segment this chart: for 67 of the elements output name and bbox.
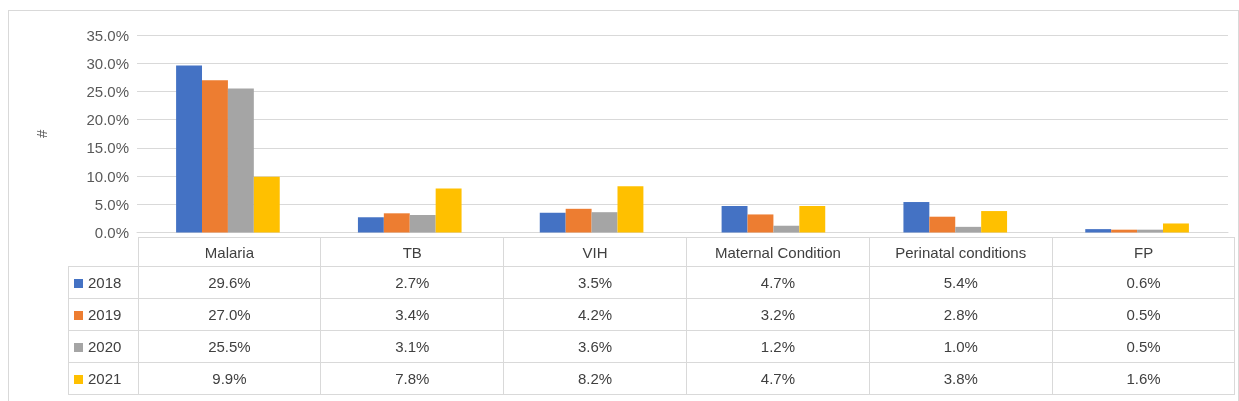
legend-label: 2019 bbox=[68, 298, 138, 331]
data-label: 4.2% bbox=[503, 298, 687, 331]
y-tick-label: 15.0% bbox=[86, 139, 129, 157]
legend-label: 2021 bbox=[68, 362, 138, 395]
bar bbox=[565, 208, 592, 233]
legend-label: 2020 bbox=[68, 330, 138, 363]
x-tick-label: Malaria bbox=[138, 237, 321, 267]
bar bbox=[747, 214, 774, 233]
bar bbox=[773, 225, 800, 233]
legend-label: 2018 bbox=[68, 266, 138, 299]
bar bbox=[202, 80, 228, 233]
data-label: 2.7% bbox=[320, 266, 504, 299]
data-label: 2.8% bbox=[869, 298, 1053, 331]
data-label: 3.2% bbox=[686, 298, 870, 331]
data-label: 8.2% bbox=[503, 362, 687, 395]
bar bbox=[383, 213, 410, 233]
data-label: 3.8% bbox=[869, 362, 1053, 395]
y-tick-label: 30.0% bbox=[86, 54, 129, 72]
x-tick-label: FP bbox=[1052, 237, 1235, 267]
data-label: 3.6% bbox=[503, 330, 687, 363]
bar bbox=[357, 217, 384, 233]
data-label: 1.6% bbox=[1052, 362, 1235, 395]
bar bbox=[1111, 229, 1138, 233]
x-tick-label: VIH bbox=[503, 237, 687, 267]
data-label: 25.5% bbox=[138, 330, 321, 363]
data-label: 1.2% bbox=[686, 330, 870, 363]
data-label: 9.9% bbox=[138, 362, 321, 395]
y-axis-title: # bbox=[33, 128, 50, 138]
bar bbox=[1085, 229, 1112, 233]
bar bbox=[539, 212, 566, 233]
data-label: 0.5% bbox=[1052, 330, 1235, 363]
data-label: 5.4% bbox=[869, 266, 1053, 299]
bar bbox=[929, 216, 956, 233]
bar bbox=[721, 205, 748, 233]
bar bbox=[955, 226, 982, 233]
data-label: 0.5% bbox=[1052, 298, 1235, 331]
data-label: 3.1% bbox=[320, 330, 504, 363]
x-tick-label: Maternal Condition bbox=[686, 237, 870, 267]
y-tick-label: 10.0% bbox=[86, 167, 129, 185]
data-label: 4.7% bbox=[686, 362, 870, 395]
y-tick-label: 20.0% bbox=[86, 111, 129, 129]
data-label: 3.4% bbox=[320, 298, 504, 331]
bar bbox=[176, 65, 203, 233]
data-label: 4.7% bbox=[686, 266, 870, 299]
y-tick-label: 35.0% bbox=[86, 26, 129, 44]
bar bbox=[903, 202, 930, 233]
data-label: 3.5% bbox=[503, 266, 687, 299]
bar bbox=[435, 188, 462, 233]
bar bbox=[409, 215, 436, 233]
x-tick-label: TB bbox=[320, 237, 504, 267]
y-tick-label: 5.0% bbox=[94, 195, 129, 213]
data-label: 7.8% bbox=[320, 362, 504, 395]
x-tick-label: Perinatal conditions bbox=[869, 237, 1053, 267]
bar bbox=[1162, 223, 1189, 233]
data-label: 27.0% bbox=[138, 298, 321, 331]
bar bbox=[1137, 229, 1163, 233]
data-label: 29.6% bbox=[138, 266, 321, 299]
data-label: 0.6% bbox=[1052, 266, 1235, 299]
y-tick-label: 25.0% bbox=[86, 82, 129, 100]
y-tick-label: 0.0% bbox=[94, 224, 129, 241]
bar bbox=[253, 176, 280, 233]
bar bbox=[591, 212, 618, 233]
bar bbox=[227, 88, 254, 233]
bar bbox=[981, 211, 1008, 233]
bar bbox=[617, 186, 644, 233]
bar bbox=[799, 205, 826, 233]
data-label: 1.0% bbox=[869, 330, 1053, 363]
